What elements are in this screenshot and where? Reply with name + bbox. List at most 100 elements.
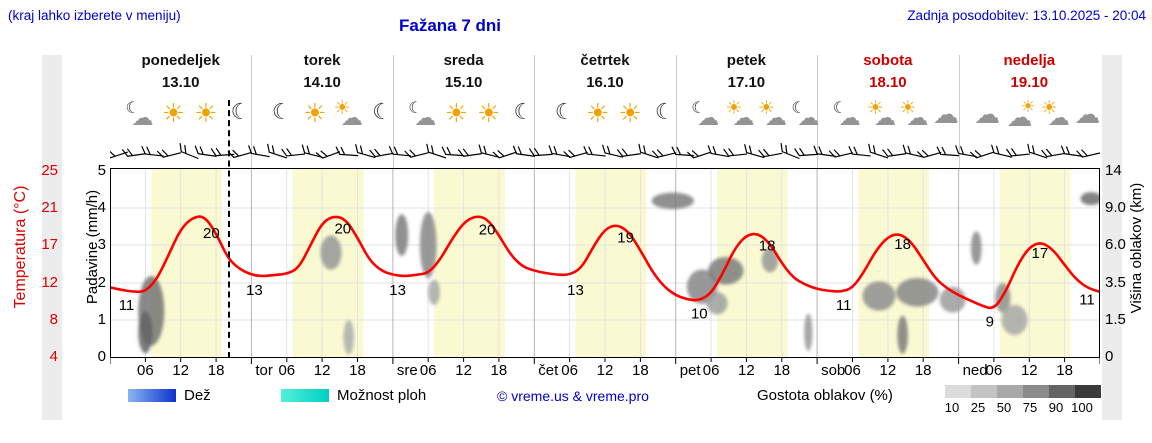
- rain-legend-label: Dež: [184, 387, 211, 404]
- temperature-curve: [110, 215, 1100, 310]
- temperature-label: 20: [334, 221, 351, 238]
- density-swatch: [1075, 385, 1101, 398]
- temp-tick: 12: [41, 274, 58, 291]
- cloud-tick: 14: [1105, 162, 1122, 179]
- precip-tick: 2: [97, 274, 106, 291]
- day-date: 19.10: [1010, 74, 1049, 91]
- hour-label: 06: [137, 362, 154, 379]
- wind-barb: [1061, 145, 1084, 157]
- hour-label: 06: [985, 362, 1003, 379]
- day-date: 14.10: [303, 74, 341, 91]
- temp-tick: 17: [41, 236, 58, 253]
- day-separator: [392, 55, 394, 168]
- day-date: 18.10: [869, 74, 907, 91]
- copyright-link[interactable]: © vreme.us & vreme.pro: [497, 388, 649, 404]
- temperature-label: 20: [203, 225, 220, 242]
- temperature-label: 10: [691, 306, 708, 323]
- sun-cloud-icon: ☀ ☁: [333, 97, 363, 131]
- wind-barb: [969, 150, 995, 159]
- rain-legend-swatch: [128, 389, 176, 402]
- wind-barb: [122, 148, 147, 157]
- precip-tick: 3: [97, 236, 106, 253]
- moon-cloud-icon: ☾ ☁: [791, 98, 820, 131]
- cloud-icon: ☁: [1074, 100, 1101, 130]
- day-date: 17.10: [727, 74, 766, 91]
- wind-barb: [301, 144, 323, 158]
- temperature-label: 18: [759, 238, 776, 255]
- wind-barb: [828, 149, 854, 158]
- cloud-tick: 1.5: [1105, 311, 1126, 328]
- temperature-label: 13: [246, 282, 263, 299]
- temp-tick: 4: [49, 348, 58, 365]
- daylight-band: [151, 168, 222, 358]
- temperature-label: 13: [567, 282, 584, 299]
- hour-label: 18: [773, 362, 791, 379]
- hour-label: 18: [1056, 362, 1073, 379]
- cloud-tick: 9.0: [1105, 199, 1126, 216]
- hour-label: 18: [632, 362, 649, 379]
- cloud-density-scale-ticks: 10 25 50 75 90 100: [939, 400, 1095, 415]
- moon-cloud-icon: ☾ ☁: [832, 98, 861, 131]
- sun-cloud-icon: ☀ ☁: [1040, 97, 1070, 131]
- temperature-label: 11: [1079, 292, 1095, 309]
- daylight-band: [434, 168, 505, 358]
- moon-icon: ☾: [513, 100, 534, 125]
- wind-barb: [529, 147, 553, 157]
- hour-label: 12: [313, 362, 331, 379]
- wind-barb: [248, 145, 270, 158]
- wind-barb: [388, 146, 412, 157]
- wind-barb: [1006, 148, 1030, 157]
- temperature-label: 11: [836, 297, 852, 314]
- wind-barb: [687, 150, 712, 159]
- wind-barb: [335, 146, 359, 157]
- day-abbrev-label: tor: [255, 362, 273, 379]
- moon-cloud-icon: ☾ ☁: [125, 98, 154, 131]
- wind-barb: [955, 145, 977, 158]
- hour-label: 12: [596, 362, 614, 379]
- day-separator: [675, 55, 677, 168]
- menu-hint: (kraj lahko izberete v meniju): [8, 8, 181, 23]
- hour-label: 18: [349, 362, 366, 379]
- cloud-sun-icon: ☀ ☁: [1006, 97, 1036, 133]
- day-name: sobota: [863, 52, 913, 69]
- sun-icon: ☀: [618, 99, 642, 129]
- current-time-line: [228, 100, 231, 358]
- temperature-label: 17: [1032, 245, 1049, 262]
- day-abbrev-label: pet: [679, 362, 701, 379]
- page-title: Fažana 7 dni: [399, 16, 502, 35]
- density-tick: 25: [970, 400, 986, 415]
- wind-barb: [917, 149, 942, 159]
- wind-barb: [369, 148, 394, 158]
- hour-label: 12: [738, 362, 755, 379]
- cloud-density-scale-bar: [945, 385, 1101, 398]
- temp-tick: 8: [49, 311, 58, 328]
- sun-cloud-icon: ☀ ☁: [867, 97, 896, 131]
- hour-label: 06: [702, 362, 720, 379]
- wind-barb: [707, 145, 730, 158]
- hour-label: 12: [1020, 362, 1038, 379]
- sun-icon: ☀: [303, 99, 327, 129]
- sun-cloud-icon: ☀ ☁: [725, 97, 755, 131]
- wind-barb: [281, 148, 306, 157]
- moon-icon: ☾: [230, 100, 251, 125]
- temperature-label: 18: [894, 236, 911, 253]
- wind-barb: [141, 146, 164, 157]
- wind-barb: [813, 145, 836, 157]
- sun-icon: ☀: [194, 99, 218, 129]
- wind-barb: [315, 150, 341, 159]
- wind-barb: [602, 144, 624, 158]
- day-date: 13.10: [161, 74, 200, 91]
- sun-icon: ☀: [444, 99, 468, 129]
- temp-tick: 25: [41, 162, 58, 179]
- sun-icon: ☀: [586, 99, 610, 129]
- wind-barb: [1027, 143, 1048, 159]
- sun-cloud-icon: ☀ ☁: [899, 97, 929, 131]
- wind-barb: [848, 146, 871, 157]
- wind-barb: [758, 148, 783, 158]
- day-separator: [958, 55, 960, 168]
- moon-icon: ☾: [654, 100, 675, 125]
- wind-barb: [404, 149, 429, 158]
- day-separator: [817, 55, 819, 168]
- moon-icon: ☾: [271, 100, 292, 125]
- day-name: torek: [303, 52, 341, 69]
